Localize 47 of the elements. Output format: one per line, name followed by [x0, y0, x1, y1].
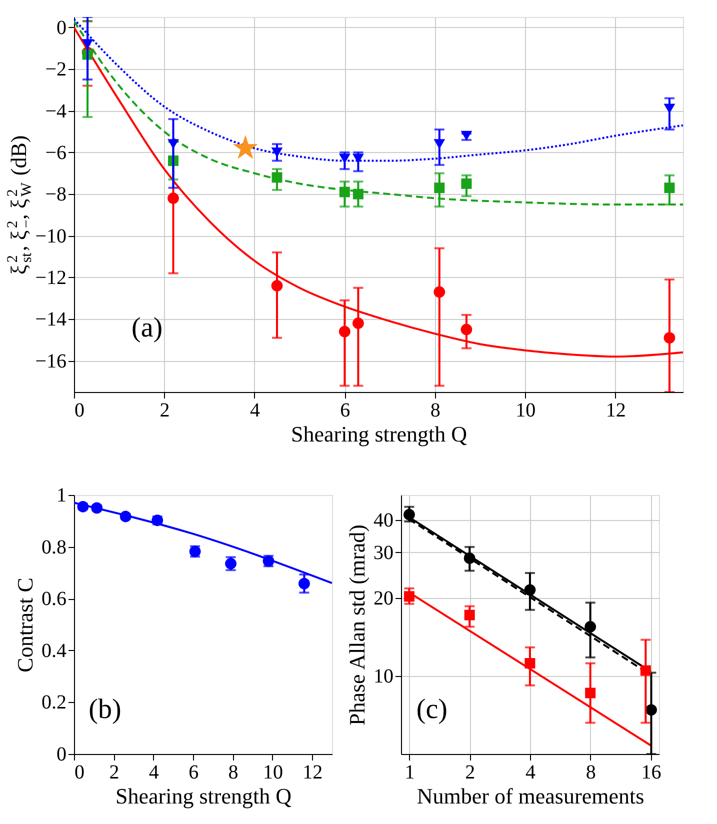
y-tick-label: 30: [374, 542, 394, 564]
y-axis-title: Contrast C: [12, 578, 38, 672]
x-tick-label: 6: [340, 400, 350, 422]
y-tick-label: 0.6: [42, 588, 66, 610]
x-tick-label: 2: [160, 400, 170, 422]
annotation: (c): [416, 694, 448, 725]
x-tick-label: 8: [586, 762, 596, 784]
x-tick-label: 2: [465, 762, 476, 784]
x-tick-label: 0: [74, 400, 84, 422]
x-tick-label: 16: [641, 762, 662, 784]
text: ξ2st, ξ2−, ξ2W (dB): [5, 135, 35, 275]
x-axis-title: Number of measurements: [416, 784, 644, 808]
y-tick-label: −14: [35, 308, 66, 331]
x-tick-label: 4: [525, 762, 536, 784]
x-tick-label: 1: [404, 762, 415, 784]
x-tick-label: 2: [109, 762, 120, 784]
y-tick-label: 0: [56, 744, 66, 766]
x-tick-label: 10: [262, 762, 283, 784]
y-tick-label: 0.8: [42, 536, 66, 558]
x-axis-title: Shearing strength Q: [291, 422, 468, 446]
x-tick-label: 0: [74, 762, 84, 784]
x-tick-label: 12: [302, 762, 323, 784]
annotation: (a): [132, 312, 163, 344]
x-axis-title: Shearing strength Q: [116, 784, 292, 808]
x-tick-label: 6: [188, 762, 199, 784]
annotation: (b): [88, 694, 122, 725]
y-tick-label: 10: [374, 666, 394, 688]
y-tick-label: 1: [56, 484, 66, 506]
x-tick-label: 4: [148, 762, 159, 784]
x-tick-label: 8: [228, 762, 238, 784]
y-tick-label: −10: [35, 225, 66, 248]
y-tick-label: −12: [35, 266, 66, 289]
y-tick-label: −2: [45, 58, 66, 81]
x-tick-label: 10: [516, 400, 536, 422]
y-tick-label: −8: [45, 184, 66, 206]
x-tick-label: 12: [606, 400, 626, 422]
y-tick-label: 0.4: [42, 640, 66, 662]
y-tick-label: 20: [374, 588, 394, 610]
y-tick-label: 0: [56, 16, 66, 39]
x-tick-label: 8: [430, 400, 440, 422]
y-tick-label: 0.2: [42, 692, 66, 714]
y-tick-label: −4: [45, 100, 66, 122]
y-tick-label: −16: [35, 350, 66, 372]
y-tick-label: −6: [45, 142, 66, 164]
x-tick-label: 4: [250, 400, 260, 422]
y-tick-label: 40: [374, 510, 394, 532]
y-axis-title: Phase Allan std (mrad): [344, 524, 370, 726]
